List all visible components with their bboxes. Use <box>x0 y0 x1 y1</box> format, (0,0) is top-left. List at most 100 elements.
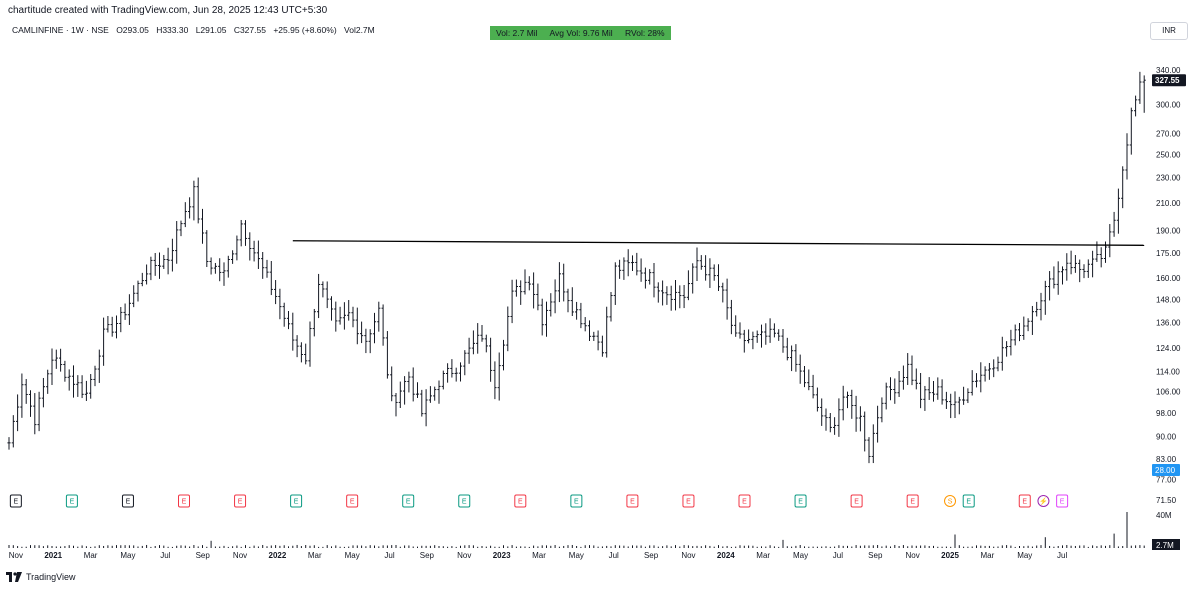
low-value: L291.05 <box>195 25 227 35</box>
footer: TradingView <box>6 572 76 582</box>
earnings-event-icon <box>1018 494 1031 508</box>
x-tick-label: Jul <box>833 551 843 560</box>
y-tick-label: 160.00 <box>1156 274 1181 283</box>
earnings-event-icon <box>290 494 303 508</box>
y-tick-label: 230.00 <box>1156 174 1181 183</box>
event-label: E <box>126 499 131 506</box>
x-tick-label: May <box>345 551 360 560</box>
earnings-event-icon <box>234 494 247 508</box>
x-tick-label: Sep <box>868 551 883 560</box>
events-row: E E E E E E E E E E E E E E E E E S E E ⚡ E <box>9 494 1069 508</box>
x-tick-label: Jul <box>609 551 619 560</box>
earnings-event-icon <box>346 494 359 508</box>
earnings-event-icon <box>682 494 695 508</box>
x-tick-label: Mar <box>981 551 995 560</box>
y-tick-label: 71.50 <box>1156 496 1177 505</box>
y-tick-label: 114.00 <box>1156 367 1180 376</box>
event-label: E <box>742 499 747 506</box>
tradingview-logo-icon <box>6 572 22 582</box>
y-tick-label: 148.00 <box>1156 295 1181 304</box>
x-tick-label: May <box>569 551 584 560</box>
earnings-event-icon <box>962 494 975 508</box>
x-tick-label: Sep <box>420 551 435 560</box>
x-tick-label: 2022 <box>269 551 287 560</box>
currency-button[interactable]: INR <box>1150 22 1188 40</box>
event-label: E <box>462 499 467 506</box>
event-label: E <box>966 499 971 506</box>
y-tick-label: 83.00 <box>1156 455 1177 464</box>
rvol-stat: RVol: 28% <box>625 28 665 38</box>
earnings-event-icon <box>626 494 639 508</box>
earnings-event-icon <box>402 494 415 508</box>
event-label: E <box>406 499 411 506</box>
y-tick-label: 340.00 <box>1156 66 1181 75</box>
x-tick-label: Mar <box>308 551 322 560</box>
trendline-layer <box>292 240 1145 246</box>
event-label: E <box>350 499 355 506</box>
event-label: S <box>948 499 953 506</box>
earnings-event-icon <box>1056 494 1069 508</box>
earnings-event-icon <box>794 494 807 508</box>
vol-stat: Vol: 2.7 Mil <box>496 28 538 38</box>
volume-pane: 40M 2.7M <box>8 511 1180 550</box>
x-tick-label: Mar <box>532 551 546 560</box>
last-price-label: 327.55 <box>1155 76 1180 85</box>
event-label: E <box>1022 499 1027 506</box>
last-price-badge <box>1152 74 1186 87</box>
earnings-event-icon <box>850 494 863 508</box>
close-value: C327.55 <box>233 25 266 35</box>
event-label: E <box>1060 499 1065 506</box>
split-event-icon <box>944 495 957 507</box>
y-tick-label: 300.00 <box>1156 100 1181 109</box>
resistance-trendline <box>292 240 1145 246</box>
x-tick-label: 2023 <box>493 551 511 560</box>
marker-price-label: 28.00 <box>1155 466 1176 475</box>
earnings-event-icon <box>121 494 134 508</box>
x-tick-label: May <box>1017 551 1032 560</box>
y-tick-label: 136.00 <box>1156 319 1181 328</box>
event-label: E <box>630 499 635 506</box>
earnings-event-icon <box>9 494 22 508</box>
header-attribution: chartitude created with TradingView.com,… <box>8 5 328 16</box>
earnings-event-icon <box>906 494 919 508</box>
price-chart[interactable]: 340.00 300.00 270.00 250.00 230.00 210.00 190.… <box>0 0 1200 570</box>
y-tick-label: 77.00 <box>1156 476 1177 485</box>
symbol-name[interactable]: CAMLINFINE · 1W · NSE <box>12 25 109 35</box>
x-tick-label: Mar <box>84 551 98 560</box>
x-tick-label: Sep <box>196 551 211 560</box>
earnings-event-icon <box>570 494 583 508</box>
event-label: E <box>14 499 19 506</box>
x-tick-label: Nov <box>233 551 247 560</box>
avg-vol-stat: Avg Vol: 9.76 Mil <box>549 28 613 38</box>
price-bars <box>7 71 1146 464</box>
x-tick-label: Nov <box>457 551 471 560</box>
y-tick-label: 106.00 <box>1156 387 1181 396</box>
event-label: E <box>238 499 243 506</box>
x-tick-label: Jul <box>384 551 394 560</box>
event-label: ⚡ <box>1039 497 1048 506</box>
earnings-event-icon <box>458 494 471 508</box>
y-tick-label: 190.00 <box>1156 226 1181 235</box>
volume-last-badge <box>1152 539 1180 550</box>
x-tick-label: 2021 <box>44 551 62 560</box>
earnings-event-icon <box>514 494 527 508</box>
event-label: E <box>518 499 523 506</box>
change-value: +25.95 (+8.60%) <box>273 25 337 35</box>
earnings-event-icon <box>738 494 751 508</box>
event-label: E <box>686 499 691 506</box>
event-label: E <box>294 499 299 506</box>
event-label: E <box>70 499 75 506</box>
y-tick-label: 90.00 <box>1156 433 1177 442</box>
high-value: H333.30 <box>156 25 189 35</box>
event-label: E <box>574 499 579 506</box>
price-axis: 340.00 300.00 270.00 250.00 230.00 210.00 190.… <box>1152 66 1186 505</box>
event-label: E <box>854 499 859 506</box>
volume-value: Vol2.7M <box>344 25 375 35</box>
earnings-event-icon <box>178 494 191 508</box>
time-axis: Nov 2021 Mar May Jul Sep Nov 2022 Mar May Jul Sep No… <box>9 551 1068 560</box>
x-tick-label: 2025 <box>941 551 959 560</box>
x-tick-label: May <box>120 551 135 560</box>
x-tick-label: 2024 <box>717 551 735 560</box>
footer-brand: TradingView <box>26 572 76 582</box>
y-tick-label: 175.00 <box>1156 249 1181 258</box>
